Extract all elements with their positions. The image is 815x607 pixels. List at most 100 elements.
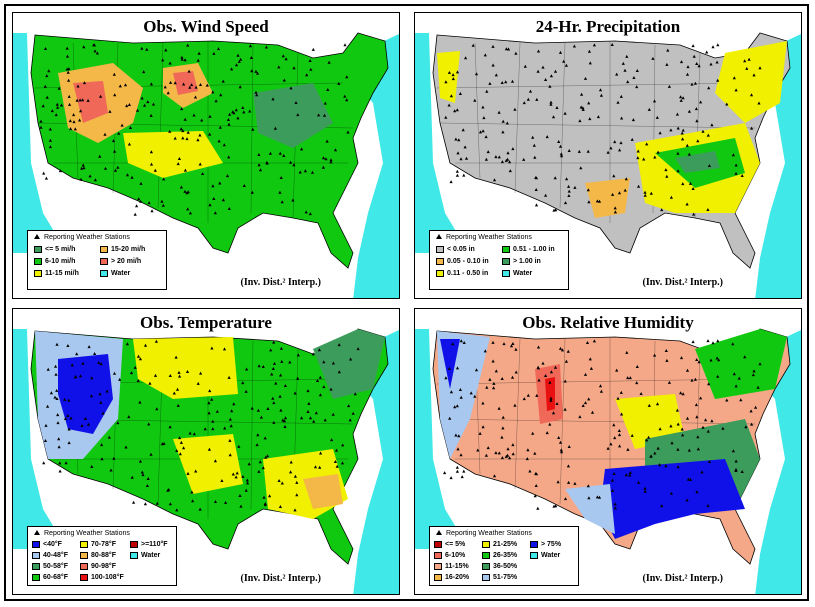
station-marker bbox=[687, 109, 691, 113]
station-marker bbox=[231, 110, 235, 114]
station-marker bbox=[93, 49, 97, 53]
legend-swatch bbox=[32, 540, 40, 548]
station-marker bbox=[494, 155, 498, 159]
station-marker bbox=[279, 373, 283, 377]
station-marker bbox=[626, 447, 630, 451]
station-marker bbox=[628, 473, 632, 477]
station-marker bbox=[491, 340, 495, 344]
station-marker bbox=[282, 78, 286, 82]
station-marker bbox=[526, 97, 530, 101]
station-marker bbox=[577, 149, 581, 153]
station-marker bbox=[497, 155, 501, 159]
station-marker bbox=[534, 203, 539, 207]
station-marker bbox=[311, 47, 315, 51]
station-marker bbox=[44, 423, 48, 427]
station-marker bbox=[73, 375, 77, 379]
station-marker bbox=[239, 504, 243, 508]
station-marker bbox=[300, 416, 304, 420]
station-marker bbox=[506, 447, 510, 451]
station-marker bbox=[660, 208, 664, 212]
station-marker bbox=[449, 94, 453, 98]
station-marker bbox=[153, 168, 157, 172]
legend: Reporting Weather Stations <= 5% 6-10% 1… bbox=[429, 526, 579, 586]
station-marker bbox=[488, 81, 492, 85]
station-marker bbox=[295, 480, 299, 484]
legend-swatch bbox=[80, 551, 88, 559]
station-marker bbox=[168, 374, 172, 377]
station-marker bbox=[492, 474, 497, 478]
station-marker bbox=[567, 194, 571, 197]
station-marker bbox=[295, 493, 299, 497]
station-marker bbox=[494, 369, 498, 373]
station-marker bbox=[168, 502, 172, 506]
legend: Reporting Weather Stations <40°F 40-48°F… bbox=[27, 526, 177, 586]
station-marker bbox=[196, 138, 200, 142]
station-marker bbox=[266, 407, 270, 410]
legend-header: Reporting Weather Stations bbox=[44, 234, 130, 241]
station-marker bbox=[548, 422, 552, 426]
station-marker bbox=[525, 457, 529, 461]
station-marker bbox=[451, 73, 455, 77]
station-marker bbox=[308, 59, 312, 62]
station-marker bbox=[329, 160, 333, 164]
station-marker bbox=[645, 438, 649, 442]
station-marker bbox=[655, 115, 659, 119]
station-marker bbox=[563, 111, 567, 115]
station-marker bbox=[211, 184, 215, 188]
station-marker bbox=[514, 51, 518, 55]
station-marker bbox=[145, 47, 149, 51]
station-marker bbox=[483, 349, 487, 353]
station-marker bbox=[596, 115, 600, 119]
legend-swatch bbox=[502, 245, 510, 253]
station-marker bbox=[535, 97, 539, 101]
station-marker bbox=[444, 80, 448, 84]
station-marker bbox=[188, 85, 192, 89]
station-marker bbox=[166, 91, 170, 95]
legend-item: 11-15 mi/h bbox=[34, 269, 79, 279]
station-marker bbox=[217, 139, 221, 143]
station-marker bbox=[213, 459, 217, 463]
station-marker bbox=[514, 370, 518, 374]
station-marker bbox=[665, 62, 669, 66]
station-marker bbox=[318, 375, 322, 379]
station-marker bbox=[66, 414, 70, 417]
station-marker bbox=[509, 344, 514, 348]
station-marker bbox=[120, 123, 124, 127]
station-marker bbox=[618, 444, 622, 448]
station-marker bbox=[193, 95, 198, 99]
station-marker bbox=[455, 173, 459, 177]
station-marker bbox=[701, 425, 705, 429]
legend-item: 11-15% bbox=[434, 562, 469, 572]
legend-item: 100-108°F bbox=[80, 573, 124, 583]
station-marker bbox=[57, 86, 61, 90]
station-marker bbox=[652, 99, 657, 103]
station-marker bbox=[585, 341, 590, 344]
station-marker bbox=[107, 435, 111, 439]
station-marker bbox=[183, 168, 187, 172]
station-marker bbox=[329, 158, 333, 162]
station-marker bbox=[139, 181, 143, 185]
station-marker bbox=[623, 68, 627, 72]
station-marker bbox=[147, 201, 151, 205]
legend-item: 21-25% bbox=[482, 540, 517, 550]
station-marker bbox=[54, 113, 58, 117]
station-marker bbox=[619, 141, 623, 145]
station-marker bbox=[56, 413, 60, 417]
station-marker bbox=[595, 199, 599, 203]
station-marker bbox=[86, 98, 90, 102]
station-marker bbox=[635, 69, 639, 72]
legend-swatch bbox=[434, 573, 442, 581]
legend-swatch bbox=[482, 573, 490, 581]
station-marker bbox=[78, 374, 83, 378]
station-marker bbox=[581, 404, 585, 407]
station-marker bbox=[501, 119, 505, 123]
station-marker bbox=[693, 377, 697, 381]
station-marker bbox=[200, 118, 204, 122]
station-marker bbox=[462, 341, 466, 344]
station-marker bbox=[756, 385, 760, 389]
station-marker bbox=[179, 127, 183, 131]
station-marker bbox=[148, 381, 152, 385]
station-marker bbox=[559, 448, 563, 452]
legend-item: 6-10% bbox=[434, 551, 465, 561]
station-marker bbox=[88, 174, 92, 178]
